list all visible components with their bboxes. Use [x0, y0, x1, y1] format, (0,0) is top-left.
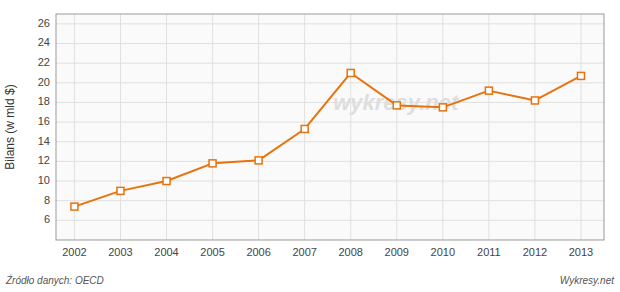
grid-line-y	[56, 23, 604, 24]
x-tick-label: 2012	[523, 246, 547, 258]
point	[209, 160, 216, 167]
point	[301, 125, 308, 132]
point	[531, 97, 538, 104]
point	[393, 102, 400, 109]
grid-line-x	[396, 14, 397, 240]
y-tick-label: 26	[38, 17, 50, 29]
y-tick-label: 12	[38, 154, 50, 166]
x-tick-label: 2009	[385, 246, 409, 258]
y-tick-label: 6	[44, 213, 50, 225]
line	[74, 73, 581, 207]
y-tick-label: 22	[38, 56, 50, 68]
point	[163, 178, 170, 185]
series	[71, 69, 585, 210]
grid-line-y	[56, 43, 604, 44]
y-tick-label: 14	[38, 135, 50, 147]
x-tick-label: 2011	[477, 246, 501, 258]
point	[71, 203, 78, 210]
point	[347, 69, 354, 76]
grid-line-x	[258, 14, 259, 240]
point	[577, 72, 584, 79]
grid-line-x	[350, 14, 351, 240]
grid-line-y	[56, 181, 604, 182]
plot-area	[56, 14, 604, 240]
point	[485, 87, 492, 94]
grid-line-y	[56, 220, 604, 221]
x-tick-label: 2005	[200, 246, 224, 258]
point	[255, 157, 262, 164]
grid-line-y	[56, 200, 604, 201]
x-tick-label: 2010	[431, 246, 455, 258]
x-tick-label: 2002	[62, 246, 86, 258]
y-tick-label: 24	[38, 36, 50, 48]
grid-line-y	[56, 122, 604, 123]
point	[117, 187, 124, 194]
grid-line-y	[56, 161, 604, 162]
site-note: Wykresy.net	[560, 275, 615, 286]
x-tick-label: 2004	[154, 246, 178, 258]
y-axis-label: Bilans (w mld $)	[3, 84, 17, 169]
y-tick-label: 18	[38, 95, 50, 107]
x-tick-label: 2006	[246, 246, 270, 258]
grid-line-x	[166, 14, 167, 240]
x-tick-label: 2007	[292, 246, 316, 258]
plot-frame	[56, 14, 604, 240]
grid-line-y	[56, 141, 604, 142]
grid-line-x	[120, 14, 121, 240]
x-tick-label: 2003	[108, 246, 132, 258]
grid-line-x	[580, 14, 581, 240]
x-tick-label: 2013	[569, 246, 593, 258]
grid-line-y	[56, 82, 604, 83]
grid-line-x	[442, 14, 443, 240]
y-tick-label: 20	[38, 76, 50, 88]
source-note: Źródło danych: OECD	[5, 274, 104, 286]
grid-line-y	[56, 102, 604, 103]
grid-line-x	[488, 14, 489, 240]
grid-line-x	[212, 14, 213, 240]
grid	[56, 14, 604, 240]
x-tick-label: 2008	[338, 246, 362, 258]
grid-line-x	[534, 14, 535, 240]
watermark: wykresy.net	[333, 90, 460, 115]
y-tick-label: 10	[38, 174, 50, 186]
y-tick-label: 16	[38, 115, 50, 127]
point	[439, 104, 446, 111]
chart: wykresy.net 6 8 10 12 14 16 18 20 22 24 26 2002 2003 2…	[0, 0, 620, 292]
grid-line-y	[56, 63, 604, 64]
y-tick-label: 8	[44, 194, 50, 206]
